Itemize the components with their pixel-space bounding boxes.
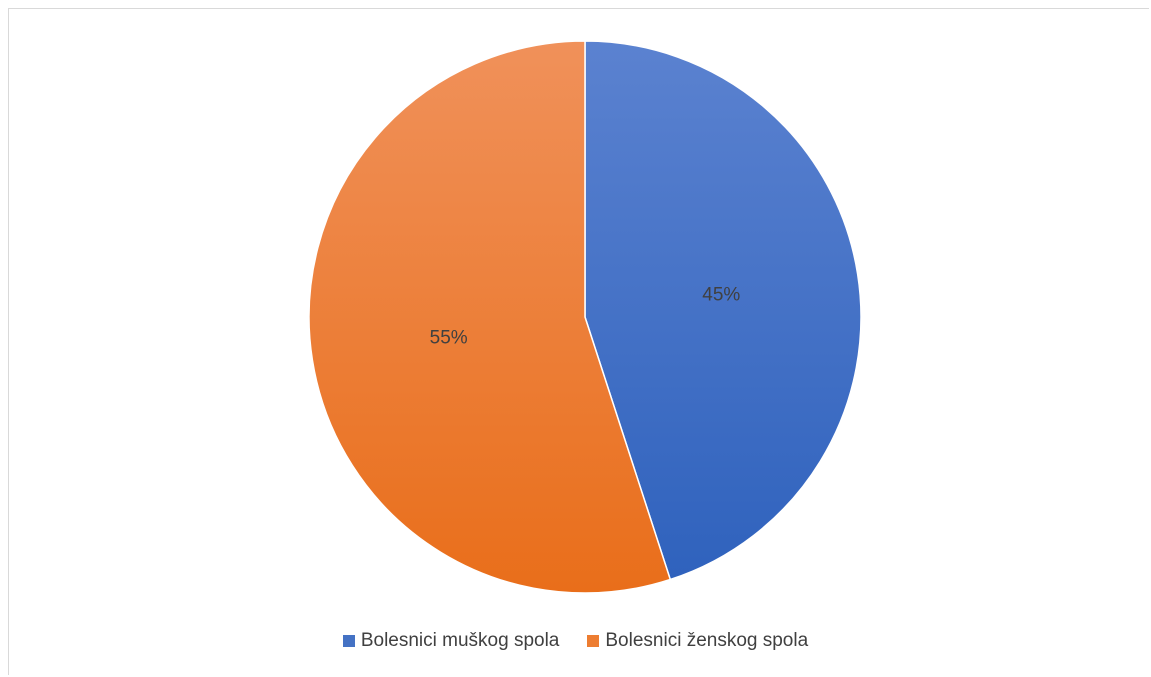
legend-swatch-female xyxy=(587,635,600,647)
legend-label-female: Bolesnici ženskog spola xyxy=(605,630,809,651)
legend-item-female: Bolesnici ženskog spola xyxy=(587,630,808,652)
legend-item-male: Bolesnici muškog spola xyxy=(342,630,560,652)
data-label-male: 45% xyxy=(702,284,740,305)
data-label-female: 55% xyxy=(430,328,468,349)
pie-slice-male xyxy=(584,40,862,581)
legend-swatch-male xyxy=(342,635,355,647)
pie-slice-female xyxy=(308,40,672,594)
legend-label-male: Bolesnici muškog spola xyxy=(360,630,560,651)
legend: Bolesnici muškog spola Bolesnici ženskog… xyxy=(0,630,1151,652)
